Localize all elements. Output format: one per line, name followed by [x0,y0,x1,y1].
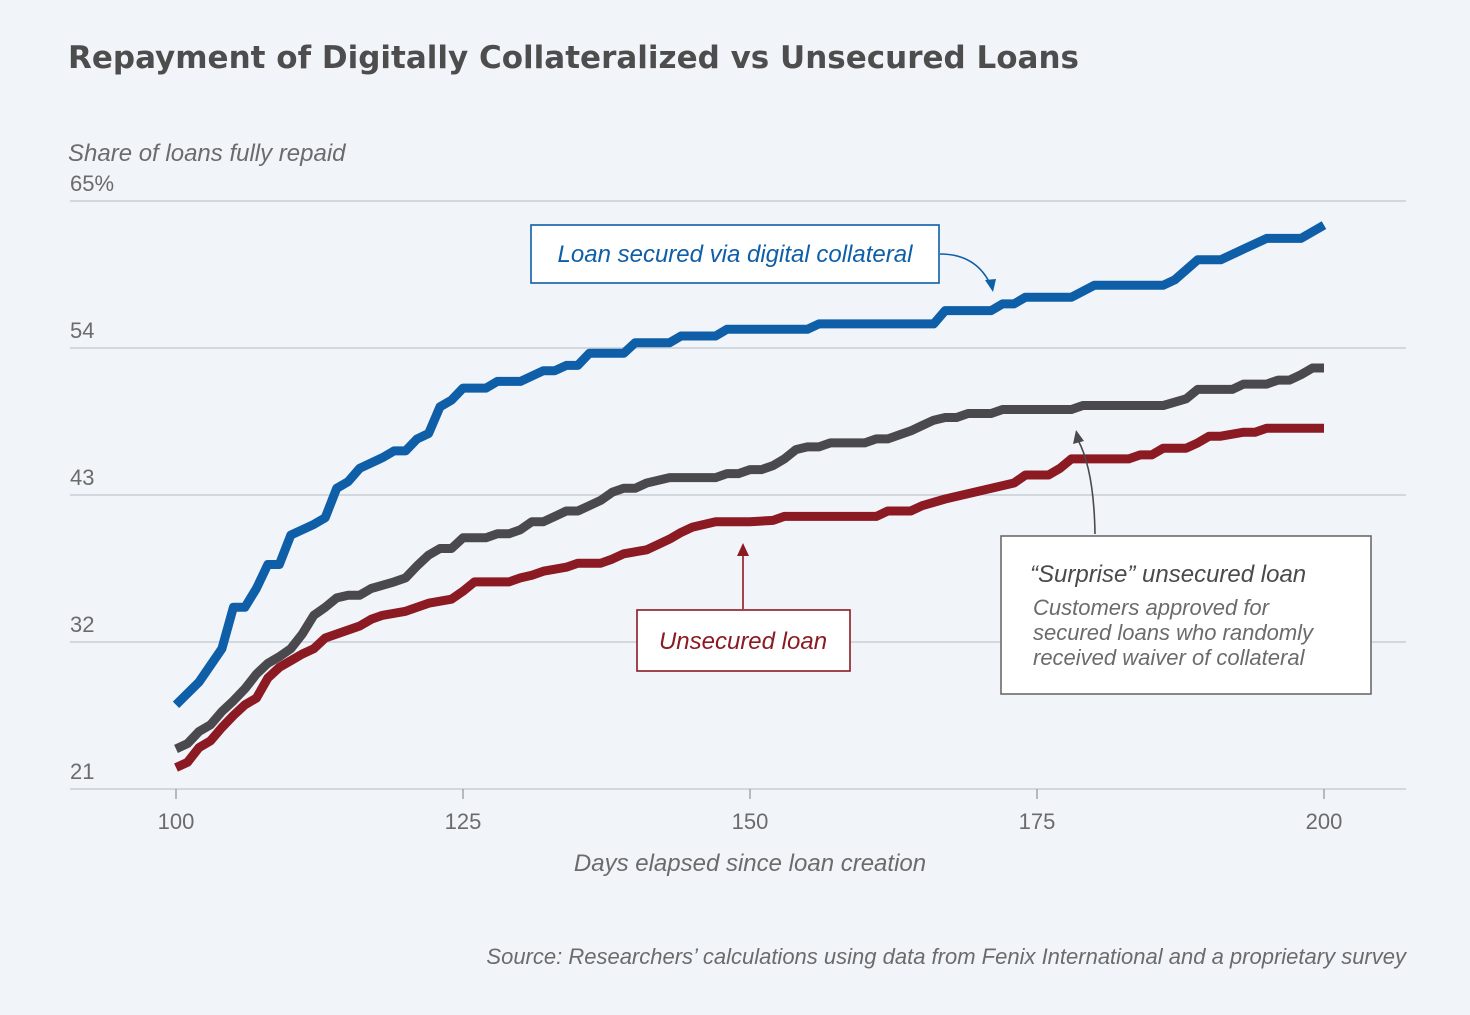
y-tick-label: 54 [70,318,94,343]
annotation-surprise-line-1: Customers approved for [1033,595,1271,620]
y-tick-label: 32 [70,612,94,637]
series-lines [172,221,1327,772]
series-line-3 [174,423,1324,772]
y-axis-ticks: 65% 54 43 32 21 [70,171,114,784]
annotation-unsecured-arrowhead [737,543,749,556]
x-tick-label: 100 [158,809,195,834]
annotation-surprise-label: “Surprise” unsecured loan [1030,561,1306,588]
annotation-surprise-arrow [1077,439,1096,535]
annotation-digital-label: Loan secured via digital collateral [558,241,914,268]
gridlines [70,200,1406,790]
annotation-unsecured: Unsecured loan [636,543,851,672]
source-note: Source: Researchers’ calculations using … [486,944,1408,969]
y-tick-label: 21 [70,759,94,784]
x-tick-label: 175 [1019,809,1056,834]
annotation-surprise-arrowhead [1073,430,1084,444]
annotation-digital-arrowhead [985,279,996,292]
annotation-digital: Loan secured via digital collateral [530,224,996,292]
y-tick-label: 65% [70,171,114,196]
annotation-digital-box [530,224,940,284]
series-line-1 [172,221,1327,709]
y-axis-label: Share of loans fully repaid [68,140,346,167]
annotation-surprise-line-2: secured loans who randomly [1033,620,1315,645]
annotation-digital-arrow [939,253,993,289]
series-line-2 [174,363,1324,753]
annotation-unsecured-box [636,609,851,672]
annotation-unsecured-label: Unsecured loan [659,628,827,655]
annotation-surprise: “Surprise” unsecured loan Customers appr… [1000,430,1372,695]
annotation-surprise-box [1000,535,1372,695]
x-axis-label: Days elapsed since loan creation [574,850,926,877]
x-tick-label: 150 [732,809,769,834]
x-tick-label: 200 [1306,809,1343,834]
x-axis-ticks: 100 125 150 175 200 [158,789,1343,834]
x-tick-label: 125 [445,809,482,834]
annotation-surprise-line-3: received waiver of collateral [1033,645,1306,670]
chart-title: Repayment of Digitally Collateralized vs… [68,40,1079,76]
y-tick-label: 43 [70,465,94,490]
